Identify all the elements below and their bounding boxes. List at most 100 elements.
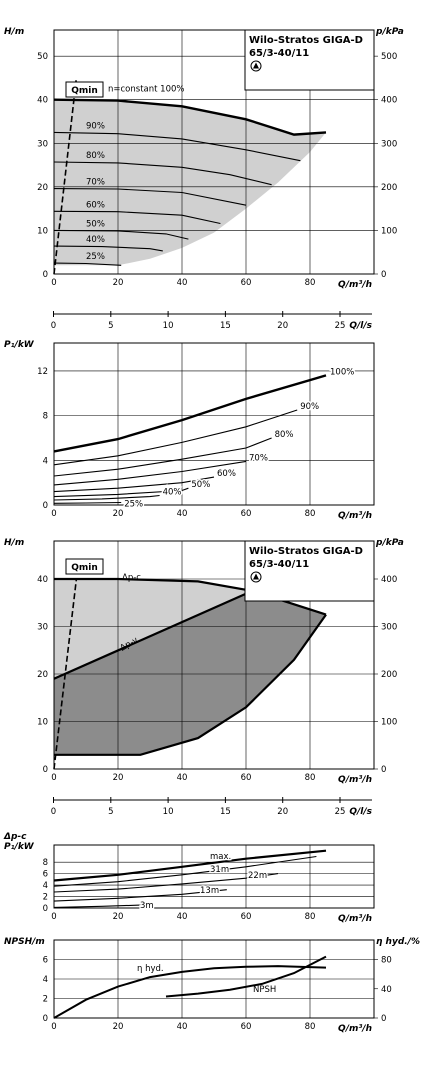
npsh-eta-efficiency-label: η hyd. bbox=[137, 964, 164, 974]
power-speed-curve-label-6: 40% bbox=[163, 488, 182, 498]
ls-axis-1-tick-label: 5 bbox=[108, 321, 113, 331]
power-speed-curve-4 bbox=[53, 476, 215, 493]
hq-speed-curve-1 bbox=[53, 131, 301, 162]
power-speed-frame bbox=[53, 342, 375, 506]
power-control-curve-4 bbox=[53, 904, 141, 908]
title-box bbox=[244, 29, 375, 91]
ls-axis-2-tick-label: 10 bbox=[163, 807, 174, 817]
hq-speed-y-tick-label: 20 bbox=[37, 183, 48, 193]
npsh-eta-y2-tick-label: 80 bbox=[381, 956, 392, 966]
qmin-box bbox=[65, 558, 104, 575]
power-speed-curve-2 bbox=[53, 437, 272, 477]
hq-speed-y-tick-label: 30 bbox=[37, 139, 48, 149]
power-control-x-tick-label: 0 bbox=[51, 912, 56, 922]
hq-control-y2-tick-label: 300 bbox=[381, 623, 397, 633]
hq-control-light-area bbox=[54, 579, 253, 679]
pump-symbol-arrow bbox=[253, 62, 259, 69]
qmin-group: Qmin bbox=[53, 77, 104, 275]
hq-speed-frame bbox=[53, 29, 375, 275]
ls-axis-2-group: 0 5 10 15 20 25 Q/l/s bbox=[51, 797, 373, 817]
hq-speed-y2-axis-title: p/kPa bbox=[375, 27, 404, 37]
hq-speed-y-tick-label: 50 bbox=[37, 52, 48, 62]
hq-speed-y-tick-label: 0 bbox=[43, 270, 48, 280]
pump-symbol-circle bbox=[250, 571, 262, 583]
qmin-label: Qmin bbox=[71, 86, 98, 96]
power-speed-x-tick-label: 80 bbox=[305, 509, 316, 519]
hq-control-curve-1 bbox=[53, 589, 253, 680]
hq-speed-y-tick-label: 40 bbox=[37, 96, 48, 106]
hq-control-y-tick-label: 40 bbox=[37, 575, 48, 585]
power-speed-curve-5 bbox=[53, 487, 189, 498]
pump-symbol-arrow bbox=[253, 573, 259, 580]
hq-speed-curve-4 bbox=[53, 210, 221, 225]
hq-control-dpc-label: Δp-c bbox=[122, 573, 141, 583]
npsh-eta-y-axis-title: NPSH/m bbox=[4, 937, 45, 947]
npsh-eta-x-tick-label: 60 bbox=[241, 1022, 252, 1032]
npsh-eta-frame bbox=[53, 939, 375, 1019]
power-speed-y-tick-label: 12 bbox=[37, 367, 48, 377]
npsh-eta-y-tick-label: 0 bbox=[43, 1014, 48, 1024]
hq-speed-curve-label-2: 80% bbox=[86, 151, 105, 161]
npsh-eta-npsh-label: NPSH bbox=[253, 985, 276, 995]
power-speed-curve-label-0: 100% bbox=[330, 367, 354, 377]
ls-axis-1-tick-label: 20 bbox=[277, 321, 288, 331]
hq-control-x-tick-label: 60 bbox=[241, 773, 252, 783]
hq-speed-x-tick-label: 80 bbox=[305, 278, 316, 288]
qmin-box bbox=[65, 81, 104, 98]
npsh-eta-x-tick-label: 20 bbox=[113, 1022, 124, 1032]
power-speed-axes: 0 20 40 60 80 0 4 8 12 P₁/kW Q/m³/h bbox=[4, 340, 375, 521]
title-block: Wilo-Stratos GIGA-D 65/3-40/11 bbox=[244, 540, 375, 602]
power-control-frame bbox=[53, 844, 375, 909]
power-speed-curve-label-5: 50% bbox=[191, 480, 210, 490]
pump-symbol-circle bbox=[250, 60, 262, 72]
power-control-curve-label-0: max. bbox=[210, 852, 231, 862]
hq-speed-curve-label-3: 70% bbox=[86, 178, 105, 188]
ls-axis-2-tick-label: 20 bbox=[277, 807, 288, 817]
npsh-eta-x-axis-title: Q/m³/h bbox=[338, 1024, 372, 1034]
power-control-dpc-title: Δp-c bbox=[3, 832, 27, 842]
title-box bbox=[244, 540, 375, 602]
hq-speed-x-tick-label: 60 bbox=[241, 278, 252, 288]
hq-control-frame bbox=[53, 540, 375, 770]
npsh-eta-y-tick-label: 6 bbox=[43, 956, 48, 966]
power-control-curve-2 bbox=[53, 873, 279, 893]
power-control-curve-label-2: 22m bbox=[248, 871, 267, 881]
hq-speed-y2-tick-label: 100 bbox=[381, 226, 397, 236]
hq-speed-curve-2 bbox=[53, 161, 272, 186]
qmin-dashed-line bbox=[53, 77, 78, 275]
power-speed-y-tick-label: 0 bbox=[43, 501, 48, 511]
hq-speed-curve-label-5: 50% bbox=[86, 219, 105, 229]
ls-axis-1-tick-label: 10 bbox=[163, 321, 174, 331]
ls-axis-1-tick-label: 25 bbox=[335, 321, 346, 331]
power-speed-x-tick-label: 0 bbox=[51, 509, 56, 519]
power-speed-x-tick-label: 60 bbox=[241, 509, 252, 519]
hq-control-y-tick-label: 20 bbox=[37, 670, 48, 680]
power-control-x-tick-label: 40 bbox=[177, 912, 188, 922]
hq-speed-curve-7 bbox=[53, 262, 122, 266]
hq-speed-x-tick-label: 20 bbox=[113, 278, 124, 288]
hq-control-x-tick-label: 20 bbox=[113, 773, 124, 783]
power-speed-y-axis-title: P₁/kW bbox=[4, 340, 35, 350]
power-control-y-tick-label: 8 bbox=[43, 858, 48, 868]
power-speed-curve-label-7: 25% bbox=[124, 500, 143, 510]
hq-control-x-tick-label: 80 bbox=[305, 773, 316, 783]
hq-control-y-tick-label: 10 bbox=[37, 718, 48, 728]
power-control-x-tick-label: 80 bbox=[305, 912, 316, 922]
power-speed-curve-7 bbox=[53, 501, 122, 504]
ls-axis-2-title: Q/l/s bbox=[349, 807, 372, 817]
hq-control-x-tick-label: 40 bbox=[177, 773, 188, 783]
power-speed-curve-3 bbox=[53, 460, 247, 486]
power-speed-curve-0 bbox=[53, 374, 327, 453]
npsh-eta-y2-tick-label: 0 bbox=[381, 1014, 386, 1024]
power-control-y-tick-label: 6 bbox=[43, 870, 48, 880]
hq-control-y2-tick-label: 100 bbox=[381, 718, 397, 728]
qmin-group: Qmin bbox=[53, 558, 104, 770]
power-control-curve-0 bbox=[53, 849, 327, 882]
hq-speed-x-axis-title: Q/m³/h bbox=[338, 280, 372, 290]
power-speed-curve-label-4: 60% bbox=[217, 469, 236, 479]
hq-speed-y2-tick-label: 500 bbox=[381, 52, 397, 62]
power-control-curve-1 bbox=[53, 855, 317, 887]
power-control-x-tick-label: 20 bbox=[113, 912, 124, 922]
power-speed-curve-6 bbox=[53, 494, 160, 501]
hq-speed-curve-label-1: 90% bbox=[86, 121, 105, 131]
